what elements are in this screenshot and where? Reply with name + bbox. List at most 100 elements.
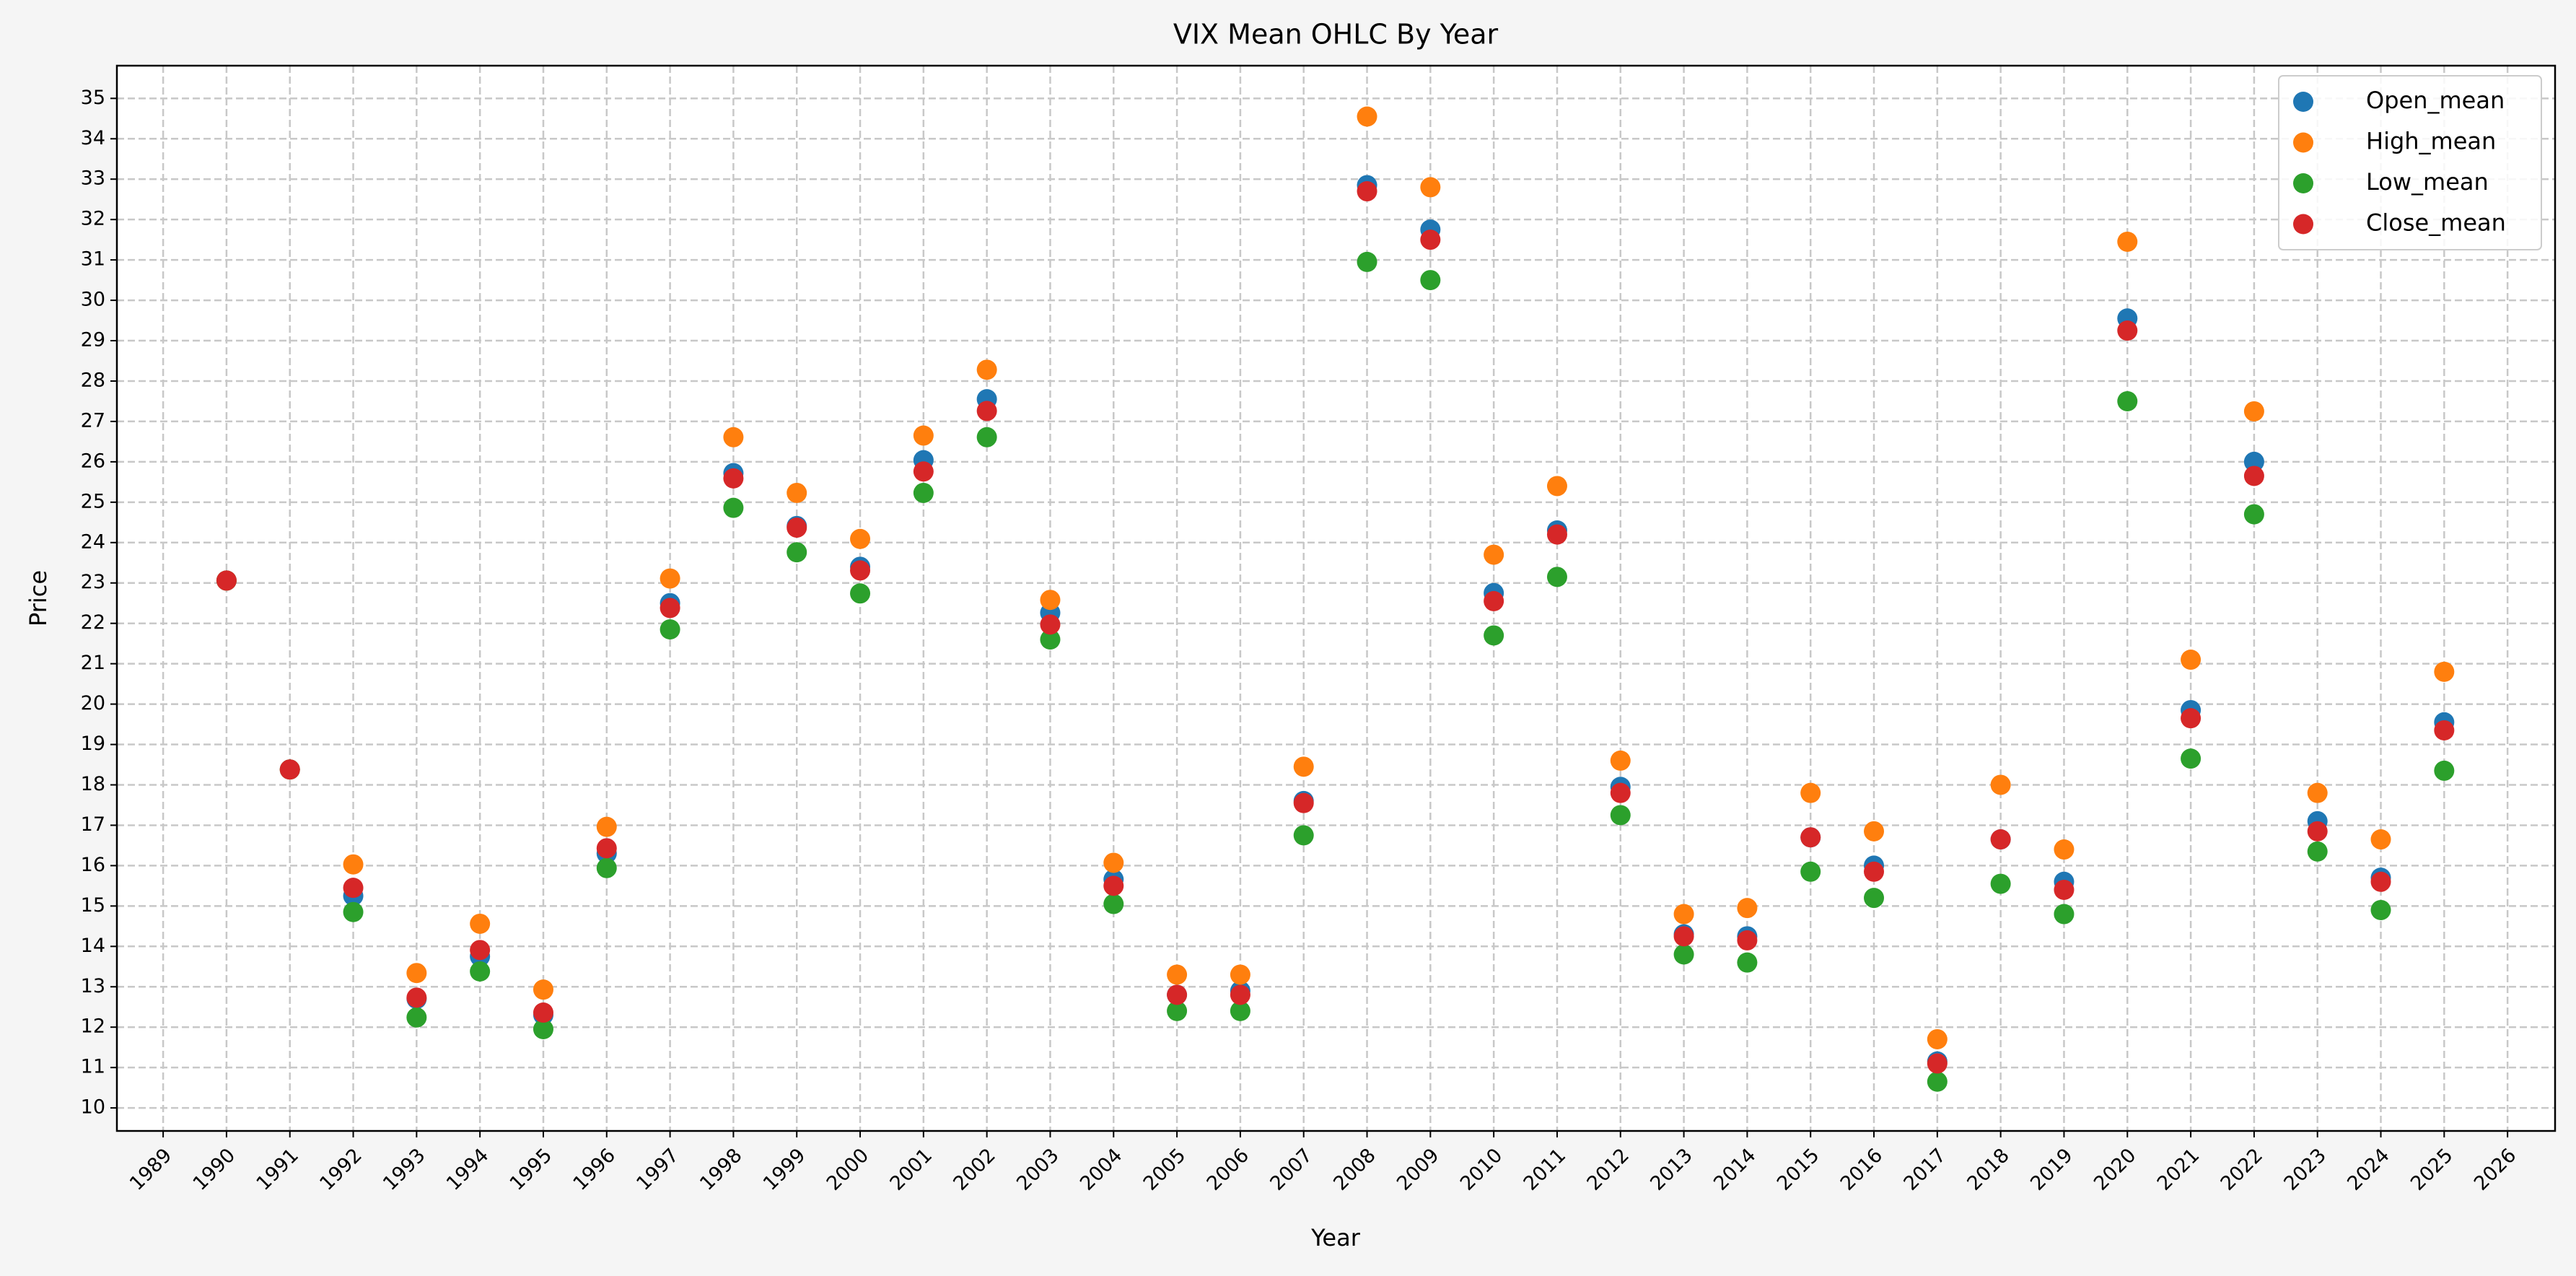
y-tick-label: 15 bbox=[81, 894, 105, 917]
point bbox=[470, 940, 491, 961]
point bbox=[1737, 898, 1758, 919]
y-tick-label: 23 bbox=[81, 571, 105, 593]
point bbox=[850, 528, 871, 549]
point bbox=[2243, 504, 2264, 525]
point bbox=[1990, 873, 2011, 894]
point bbox=[1357, 106, 1377, 127]
point bbox=[2434, 661, 2455, 682]
y-tick-label: 34 bbox=[81, 127, 105, 149]
point bbox=[406, 987, 427, 1008]
point bbox=[1103, 875, 1124, 896]
point bbox=[976, 401, 997, 421]
point bbox=[1927, 1053, 1948, 1074]
legend-marker bbox=[2293, 132, 2313, 153]
point bbox=[1610, 750, 1631, 771]
y-tick-label: 33 bbox=[81, 167, 105, 190]
point bbox=[1103, 893, 1124, 914]
point bbox=[2181, 748, 2202, 769]
point bbox=[2054, 839, 2075, 860]
point bbox=[850, 560, 871, 581]
y-tick-label: 13 bbox=[81, 975, 105, 997]
point bbox=[1800, 827, 1821, 848]
point bbox=[660, 619, 680, 640]
point bbox=[343, 878, 364, 899]
point bbox=[406, 963, 427, 984]
point bbox=[1610, 782, 1631, 803]
point bbox=[1103, 852, 1124, 873]
plot-background bbox=[117, 66, 2555, 1131]
point bbox=[2243, 451, 2264, 472]
point bbox=[533, 979, 553, 1000]
point bbox=[2117, 231, 2138, 252]
legend-marker bbox=[2293, 214, 2313, 235]
point bbox=[1673, 944, 1694, 965]
legend-label: Open_mean bbox=[2366, 87, 2505, 114]
point bbox=[976, 427, 997, 447]
point bbox=[2054, 904, 2075, 925]
y-tick-label: 28 bbox=[81, 369, 105, 391]
y-tick-label: 27 bbox=[81, 409, 105, 432]
point bbox=[470, 961, 491, 982]
point bbox=[343, 901, 364, 922]
point bbox=[596, 816, 617, 837]
point bbox=[1484, 625, 1504, 646]
legend-marker bbox=[2293, 92, 2313, 112]
point bbox=[1990, 829, 2011, 850]
legend-box bbox=[2278, 75, 2542, 250]
point bbox=[470, 913, 491, 934]
y-tick-label: 26 bbox=[81, 450, 105, 472]
point bbox=[1927, 1028, 1948, 1049]
point bbox=[1230, 964, 1250, 985]
point bbox=[723, 427, 744, 447]
point bbox=[1990, 774, 2011, 795]
legend-marker bbox=[2293, 173, 2313, 193]
point bbox=[2181, 650, 2202, 670]
point bbox=[2054, 879, 2075, 900]
legend-label: Close_mean bbox=[2366, 209, 2506, 237]
point bbox=[1293, 792, 1314, 813]
point bbox=[2117, 320, 2138, 341]
y-tick-label: 16 bbox=[81, 854, 105, 876]
point bbox=[2243, 466, 2264, 486]
y-tick-label: 21 bbox=[81, 652, 105, 674]
x-axis-title: Year bbox=[1310, 1224, 1361, 1251]
y-tick-label: 19 bbox=[81, 733, 105, 755]
point bbox=[2370, 871, 2391, 892]
point bbox=[216, 570, 237, 591]
point bbox=[596, 857, 617, 878]
point bbox=[1357, 251, 1377, 272]
point bbox=[596, 838, 617, 859]
y-tick-label: 12 bbox=[81, 1015, 105, 1038]
point bbox=[1167, 984, 1188, 1005]
point bbox=[787, 542, 807, 563]
point bbox=[850, 583, 871, 604]
point bbox=[1864, 821, 1885, 842]
point bbox=[2181, 708, 2202, 729]
point bbox=[660, 598, 680, 619]
y-axis-title: Price bbox=[25, 570, 52, 626]
point bbox=[1357, 181, 1377, 202]
point bbox=[2117, 390, 2138, 411]
y-tick-label: 24 bbox=[81, 530, 105, 553]
plot-frame bbox=[115, 64, 2557, 1132]
point bbox=[1293, 756, 1314, 777]
point bbox=[533, 1002, 553, 1023]
point bbox=[913, 425, 934, 446]
point bbox=[343, 854, 364, 875]
point bbox=[1230, 1000, 1250, 1021]
point bbox=[1737, 930, 1758, 951]
point bbox=[1546, 476, 1567, 497]
y-tick-label: 22 bbox=[81, 611, 105, 634]
point bbox=[1230, 984, 1250, 1005]
y-tick-label: 17 bbox=[81, 813, 105, 836]
point bbox=[533, 1019, 553, 1040]
point bbox=[1927, 1071, 1948, 1092]
point bbox=[1293, 825, 1314, 846]
y-tick-label: 18 bbox=[81, 773, 105, 795]
point bbox=[1610, 805, 1631, 826]
point bbox=[1420, 177, 1441, 198]
point bbox=[2307, 782, 2328, 803]
point bbox=[976, 359, 997, 380]
